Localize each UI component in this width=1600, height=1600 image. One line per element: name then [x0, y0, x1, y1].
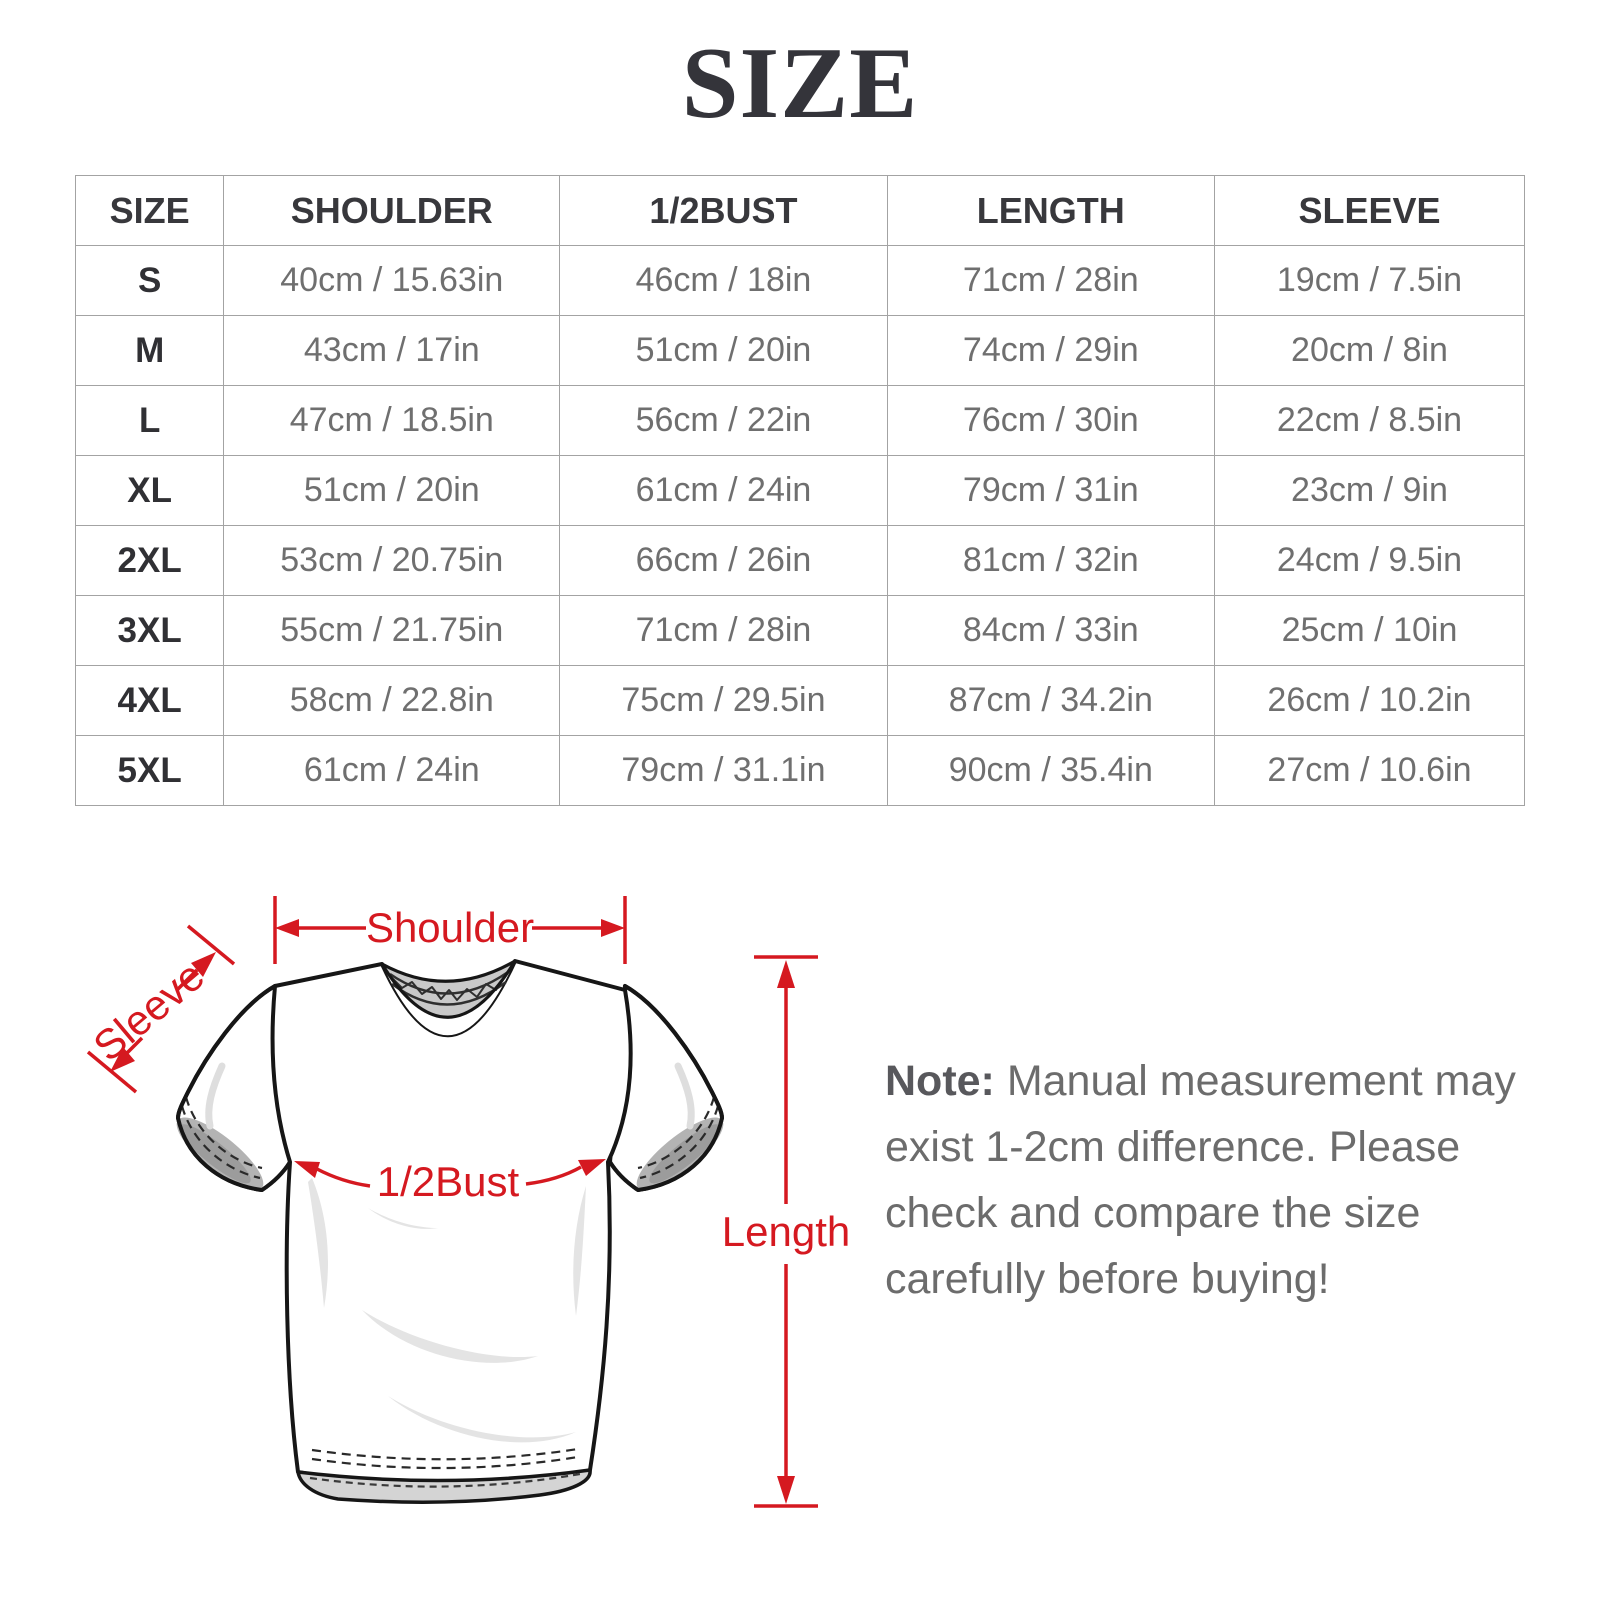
tshirt-right-sleeve	[608, 984, 724, 1192]
size-label-cell: L	[74, 385, 225, 456]
tshirt-body	[270, 959, 633, 1490]
tshirt-collar	[380, 959, 517, 1036]
column-header: LENGTH	[886, 175, 1215, 246]
page-title: SIZE	[681, 27, 919, 140]
measurement-cell: 24cm / 9.5in	[1213, 525, 1526, 596]
table-row: 4XL 58cm / 22.8in 75cm / 29.5in 87cm / 34.2…	[74, 665, 1526, 736]
note-prefix: Note:	[885, 1057, 995, 1105]
size-label-cell: 5XL	[74, 735, 225, 806]
measurement-cell: 27cm / 10.6in	[1213, 735, 1526, 806]
sleeve-label: Sleeve	[84, 952, 213, 1071]
table-row: 5XL 61cm / 24in 79cm / 31.1in 90cm / 35.4in…	[74, 735, 1526, 806]
measurement-cell: 81cm / 32in	[886, 525, 1215, 596]
measurement-cell: 66cm / 26in	[559, 525, 888, 596]
shoulder-dimension: Shoulder	[273, 896, 627, 964]
size-label-cell: M	[74, 315, 225, 386]
measurement-cell: 46cm / 18in	[559, 245, 888, 316]
size-table-body: S 40cm / 15.63in 46cm / 18in 71cm / 28in 19c…	[74, 245, 1526, 806]
measurement-cell: 51cm / 20in	[223, 455, 561, 526]
measurement-cell: 58cm / 22.8in	[223, 665, 561, 736]
tshirt-left-sleeve	[176, 984, 292, 1192]
measurement-cell: 61cm / 24in	[559, 455, 888, 526]
size-label-cell: XL	[74, 455, 225, 526]
measurement-cell: 79cm / 31in	[886, 455, 1215, 526]
tshirt-hem	[296, 1447, 592, 1504]
column-header: SHOULDER	[223, 175, 561, 246]
column-header: SIZE	[74, 175, 225, 246]
measurement-cell: 87cm / 34.2in	[886, 665, 1215, 736]
size-table: SIZE SHOULDER 1/2BUST LENGTH SLEEVE S 40cm / …	[74, 175, 1526, 806]
table-row: 2XL 53cm / 20.75in 66cm / 26in 81cm / 32in 2…	[74, 525, 1526, 596]
measurement-cell: 90cm / 35.4in	[886, 735, 1215, 806]
measurement-cell: 79cm / 31.1in	[559, 735, 888, 806]
measurement-cell: 53cm / 20.75in	[223, 525, 561, 596]
measurement-cell: 55cm / 21.75in	[223, 595, 561, 666]
measurement-cell: 25cm / 10in	[1213, 595, 1526, 666]
measurement-cell: 84cm / 33in	[886, 595, 1215, 666]
note-body: Manual measurement may exist 1-2cm diffe…	[885, 1057, 1516, 1303]
measurement-cell: 40cm / 15.63in	[223, 245, 561, 316]
tshirt-wrinkles	[308, 1178, 586, 1443]
tshirt-measurement-diagram: Shoulder Sleeve 1/2Bust Length	[84, 896, 850, 1508]
measurement-cell: 74cm / 29in	[886, 315, 1215, 386]
measurement-cell: 19cm / 7.5in	[1213, 245, 1526, 316]
table-row: L 47cm / 18.5in 56cm / 22in 76cm / 30in 22cm…	[74, 385, 1526, 456]
size-table-head: SIZE SHOULDER 1/2BUST LENGTH SLEEVE	[74, 175, 1526, 246]
length-dimension: Length	[722, 955, 850, 1508]
measurement-cell: 71cm / 28in	[559, 595, 888, 666]
table-row: M 43cm / 17in 51cm / 20in 74cm / 29in 20cm /…	[74, 315, 1526, 386]
measurement-cell: 51cm / 20in	[559, 315, 888, 386]
table-row: S 40cm / 15.63in 46cm / 18in 71cm / 28in 19c…	[74, 245, 1526, 316]
table-header-row: SIZE SHOULDER 1/2BUST LENGTH SLEEVE	[74, 175, 1526, 246]
measurement-cell: 56cm / 22in	[559, 385, 888, 456]
measurement-cell: 23cm / 9in	[1213, 455, 1526, 526]
measurement-cell: 75cm / 29.5in	[559, 665, 888, 736]
table-row: 3XL 55cm / 21.75in 71cm / 28in 84cm / 33in 2…	[74, 595, 1526, 666]
measurement-cell: 20cm / 8in	[1213, 315, 1526, 386]
size-label-cell: 3XL	[74, 595, 225, 666]
size-label-cell: 4XL	[74, 665, 225, 736]
size-label-cell: S	[74, 245, 225, 316]
measurement-cell: 22cm / 8.5in	[1213, 385, 1526, 456]
note-text: Note: Manual measurement may exist 1-2cm…	[885, 1048, 1525, 1312]
measurement-cell: 47cm / 18.5in	[223, 385, 561, 456]
column-header: SLEEVE	[1213, 175, 1526, 246]
measurement-cell: 61cm / 24in	[223, 735, 561, 806]
length-label: Length	[722, 1208, 850, 1255]
shoulder-label: Shoulder	[366, 904, 534, 951]
size-label-cell: 2XL	[74, 525, 225, 596]
bust-dimension: 1/2Bust	[294, 1158, 606, 1205]
measurement-cell: 71cm / 28in	[886, 245, 1215, 316]
table-row: XL 51cm / 20in 61cm / 24in 79cm / 31in 23cm …	[74, 455, 1526, 526]
measurement-cell: 26cm / 10.2in	[1213, 665, 1526, 736]
measurement-cell: 76cm / 30in	[886, 385, 1215, 456]
bust-label: 1/2Bust	[377, 1158, 520, 1205]
measurement-cell: 43cm / 17in	[223, 315, 561, 386]
column-header: 1/2BUST	[559, 175, 888, 246]
